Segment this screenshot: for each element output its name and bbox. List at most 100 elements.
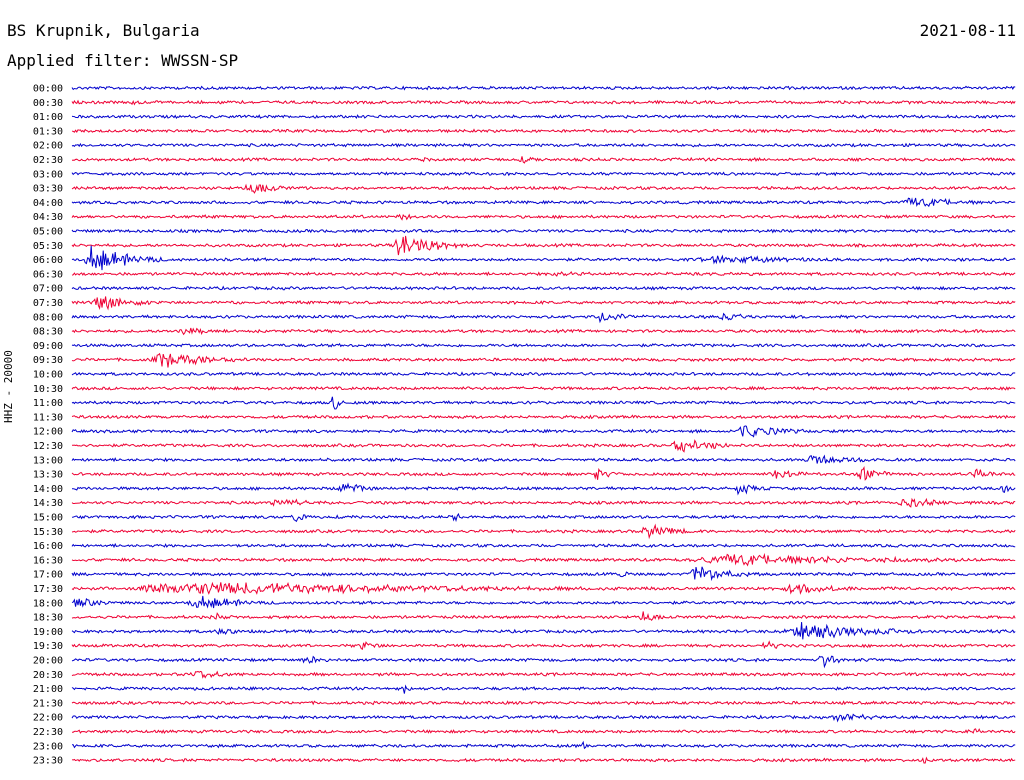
trace-line	[71, 728, 1016, 734]
trace-line	[71, 385, 1016, 391]
time-tick-label: 13:00	[33, 455, 63, 466]
time-tick-label: 01:00	[33, 112, 63, 123]
trace-line	[71, 566, 1016, 582]
trace-line	[71, 425, 1016, 438]
time-tick-label: 11:30	[33, 412, 63, 423]
time-tick-label: 11:00	[33, 398, 63, 409]
trace-line	[71, 142, 1016, 148]
trace-line	[71, 552, 1016, 567]
time-tick-label: 12:00	[33, 427, 63, 438]
trace-line	[71, 312, 1016, 324]
time-tick-label: 02:30	[33, 155, 63, 166]
time-tick-label: 12:30	[33, 441, 63, 452]
trace-line	[71, 235, 1016, 256]
record-date: 2021-08-11	[919, 21, 1016, 40]
trace-line	[71, 245, 1016, 271]
station-title: BS Krupnik, Bulgaria	[7, 21, 200, 40]
time-tick-label: 16:00	[33, 541, 63, 552]
time-tick-label: 06:30	[33, 269, 63, 280]
trace-line	[71, 670, 1016, 679]
trace-line	[71, 684, 1016, 694]
trace-line	[71, 156, 1016, 164]
time-tick-label: 10:00	[33, 370, 63, 381]
time-tick-label: 07:30	[33, 298, 63, 309]
time-tick-label: 10:30	[33, 384, 63, 395]
trace-line	[71, 465, 1016, 481]
trace-line	[71, 640, 1016, 650]
trace-line	[71, 454, 1016, 464]
time-tick-label: 16:30	[33, 555, 63, 566]
trace-line	[71, 213, 1016, 221]
time-tick-label: 00:00	[33, 84, 63, 95]
time-tick-label: 04:30	[33, 212, 63, 223]
time-tick-label: 14:00	[33, 484, 63, 495]
trace-line	[71, 542, 1016, 549]
time-tick-label: 17:00	[33, 570, 63, 581]
trace-line	[71, 713, 1016, 723]
trace-line	[71, 396, 1016, 410]
trace-line	[71, 128, 1016, 134]
time-tick-label: 19:00	[33, 627, 63, 638]
trace-line	[71, 700, 1016, 706]
time-tick-label: 17:30	[33, 584, 63, 595]
trace-line	[71, 497, 1016, 508]
time-tick-label: 09:30	[33, 355, 63, 366]
trace-line	[72, 740, 1016, 750]
time-tick-label: 15:30	[33, 527, 63, 538]
time-tick-label: 18:30	[33, 613, 63, 624]
trace-line	[71, 439, 1016, 453]
trace-line	[72, 482, 1016, 496]
trace-line	[71, 352, 1016, 368]
trace-line	[71, 171, 1016, 177]
time-tick-label: 07:00	[33, 284, 63, 295]
time-tick-label: 20:00	[33, 656, 63, 667]
trace-line	[71, 228, 1016, 234]
trace-line	[71, 622, 1016, 640]
time-tick-label: 14:30	[33, 498, 63, 509]
time-tick-label: 08:30	[33, 327, 63, 338]
time-tick-label: 22:30	[33, 727, 63, 738]
time-tick-label: 00:30	[33, 98, 63, 109]
trace-line	[71, 371, 1016, 377]
time-tick-label: 21:30	[33, 698, 63, 709]
trace-line	[71, 327, 1016, 336]
time-tick-label: 05:30	[33, 241, 63, 252]
trace-line	[71, 611, 1016, 621]
time-tick-label: 06:00	[33, 255, 63, 266]
trace-line	[71, 183, 1016, 194]
time-tick-label: 02:00	[33, 141, 63, 152]
filter-label: Applied filter: WWSSN-SP	[7, 51, 239, 70]
trace-line	[71, 523, 1016, 540]
time-tick-label: 22:00	[33, 713, 63, 724]
trace-line	[71, 99, 1016, 106]
time-tick-label: 04:00	[33, 198, 63, 209]
time-tick-label: 13:30	[33, 470, 63, 481]
trace-line	[71, 197, 1016, 208]
trace-line	[71, 512, 1016, 523]
time-tick-label: 15:00	[33, 513, 63, 524]
time-tick-label: 21:00	[33, 684, 63, 695]
trace-line	[71, 581, 1016, 595]
trace-line	[71, 296, 1016, 311]
time-tick-label: 08:00	[33, 312, 63, 323]
trace-line	[71, 595, 1016, 609]
time-tick-label: 01:30	[33, 126, 63, 137]
time-tick-label: 09:00	[33, 341, 63, 352]
time-tick-label: 23:30	[33, 756, 63, 767]
time-tick-label: 03:30	[33, 184, 63, 195]
time-tick-label: 05:00	[33, 227, 63, 238]
trace-line	[71, 85, 1016, 91]
trace-line	[71, 114, 1016, 119]
time-tick-label: 03:00	[33, 169, 63, 180]
trace-line	[71, 655, 1016, 669]
trace-line	[71, 414, 1016, 420]
trace-line	[71, 285, 1016, 291]
time-tick-label: 23:00	[33, 741, 63, 752]
trace-line	[71, 342, 1016, 348]
time-tick-label: 19:30	[33, 641, 63, 652]
time-tick-label: 18:00	[33, 598, 63, 609]
trace-line	[71, 270, 1016, 277]
trace-line	[71, 756, 1016, 764]
time-tick-label: 20:30	[33, 670, 63, 681]
